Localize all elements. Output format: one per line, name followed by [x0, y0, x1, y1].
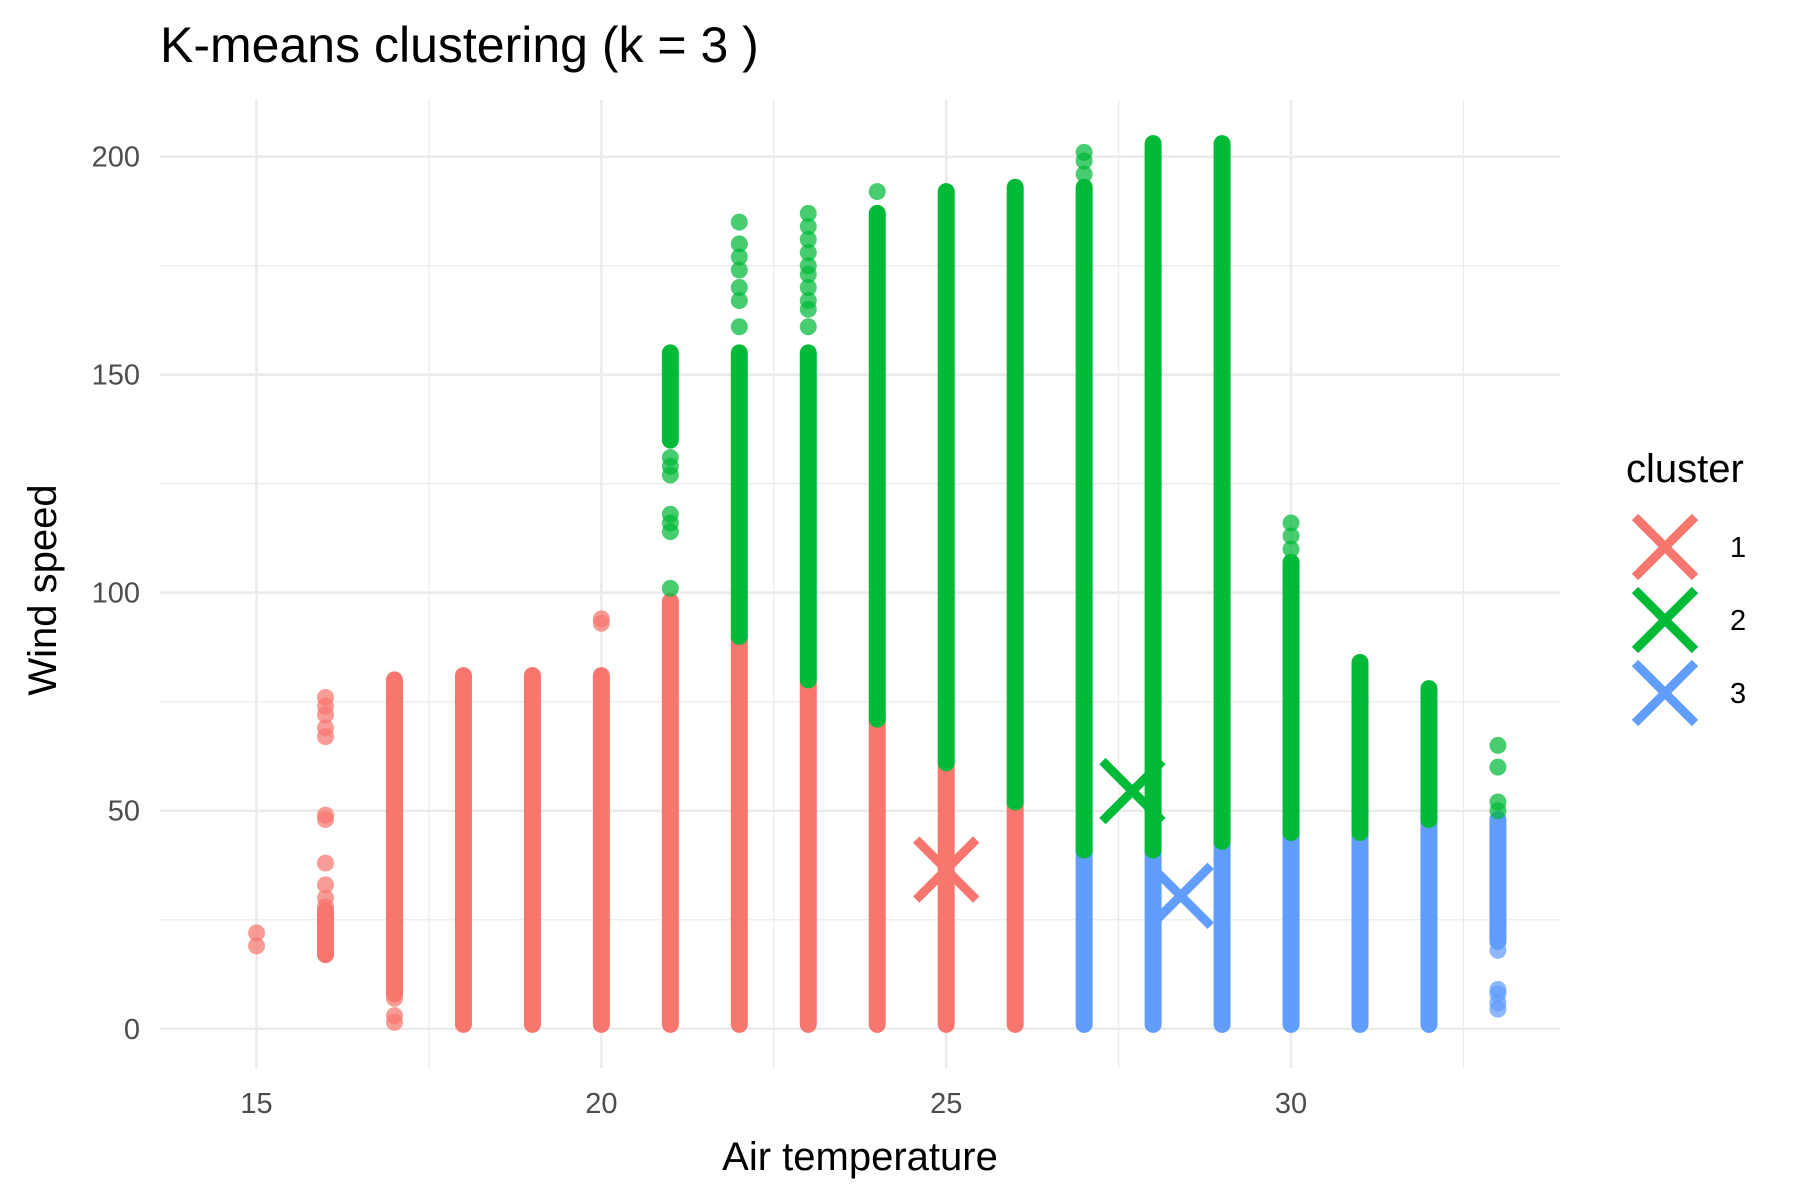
cluster-2-point — [661, 449, 679, 467]
x-tick-label: 15 — [240, 1088, 272, 1120]
cluster-2-point — [730, 248, 748, 266]
cluster-3-point — [1489, 941, 1507, 959]
cluster-2-point — [730, 213, 748, 231]
legend-items: 1 2 3 — [1631, 513, 1746, 727]
cluster-2-point — [799, 204, 817, 222]
cluster-1-point — [317, 719, 335, 737]
cluster-2-point — [730, 292, 748, 310]
centroid-3-marker — [1147, 862, 1214, 929]
y-tick-label: 200 — [92, 142, 140, 174]
y-tick-label: 100 — [92, 578, 140, 610]
legend-label-cluster-1: 1 — [1730, 532, 1746, 564]
cluster-2-point — [799, 292, 817, 310]
cluster-2-point — [1489, 758, 1507, 776]
cluster-2-point — [730, 235, 748, 253]
cluster-centroids — [913, 757, 1214, 929]
legend-entry-cluster-1: 1 — [1631, 513, 1746, 581]
cluster-2-point — [1489, 736, 1507, 754]
x-tick-label: 30 — [1275, 1088, 1307, 1120]
cluster-2-point — [799, 278, 817, 296]
cluster-2-point — [1282, 540, 1300, 558]
data-points — [248, 135, 1507, 1033]
cluster-2-point — [730, 278, 748, 296]
cluster-2-point — [1282, 527, 1300, 545]
cluster-2-point — [1075, 143, 1093, 161]
cluster-2-point — [799, 257, 817, 275]
cluster-2-point — [661, 579, 679, 597]
cluster-1-point — [592, 610, 610, 628]
cluster-1-point — [248, 937, 266, 955]
x-axis-title: Air temperature — [722, 1135, 998, 1179]
legend: cluster 1 2 3 — [1626, 447, 1746, 727]
cluster-2-point — [1282, 514, 1300, 532]
cluster-1-point — [317, 854, 335, 872]
cluster-2-point — [799, 244, 817, 262]
cluster-1-point — [317, 688, 335, 706]
cluster-2-point — [799, 217, 817, 235]
cluster-1-point — [385, 989, 403, 1007]
cluster-2-point — [730, 318, 748, 336]
legend-entry-cluster-2: 2 — [1631, 586, 1746, 654]
y-tick-label: 50 — [108, 796, 140, 828]
cluster-2-point — [799, 318, 817, 336]
cluster-1-point — [248, 924, 266, 942]
legend-title: cluster — [1626, 447, 1744, 491]
cluster-2-point — [868, 183, 886, 201]
cluster-1-point — [385, 1007, 403, 1025]
cluster-2-point — [799, 231, 817, 249]
cluster-1-point — [317, 876, 335, 894]
y-tick-label: 150 — [92, 360, 140, 392]
y-tick-label: 0 — [124, 1014, 140, 1046]
x-tick-label: 20 — [585, 1088, 617, 1120]
cluster-1-point — [317, 889, 335, 907]
legend-label-cluster-3: 3 — [1730, 678, 1746, 710]
centroid-1-marker — [913, 836, 980, 903]
y-axis-title: Wind speed — [21, 484, 65, 695]
cluster-3-point — [1489, 981, 1507, 999]
cluster-2-point — [1075, 165, 1093, 183]
cluster-2-point — [661, 505, 679, 523]
centroid-2-marker — [1099, 757, 1166, 825]
cluster-2-point — [730, 261, 748, 279]
legend-label-cluster-2: 2 — [1730, 605, 1746, 637]
cluster-2-point — [1489, 793, 1507, 811]
axis-ticks: 15 20 25 30 0 50 100 150 200 — [92, 142, 1308, 1120]
cluster-1-point — [317, 806, 335, 824]
legend-entry-cluster-3: 3 — [1631, 659, 1746, 727]
chart-title: K-means clustering (k = 3 ) — [160, 17, 759, 73]
x-tick-label: 25 — [930, 1088, 962, 1120]
